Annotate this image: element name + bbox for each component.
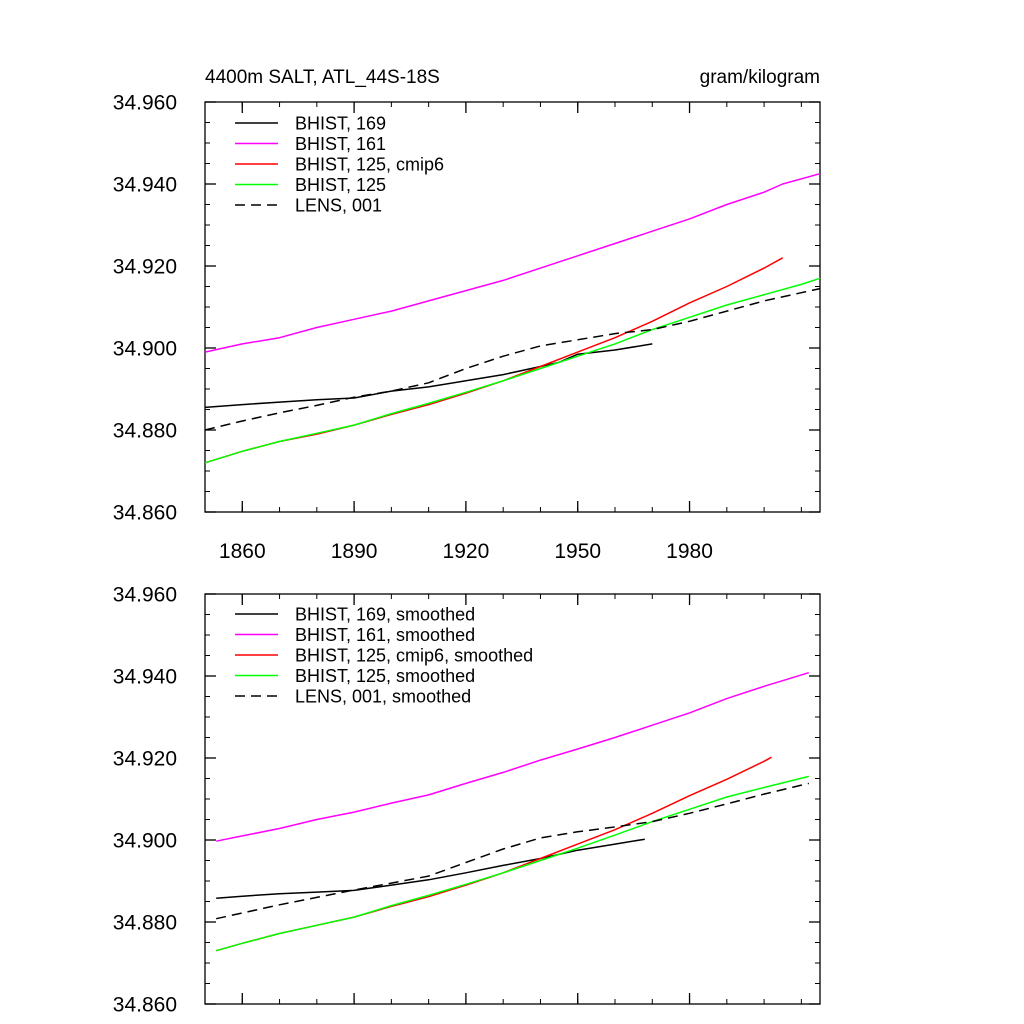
legend-label: BHIST, 125, cmip6, smoothed <box>295 646 533 666</box>
y-tick-label: 34.880 <box>113 912 177 935</box>
x-tick-label: 1860 <box>219 540 266 563</box>
y-tick-label: 34.900 <box>113 830 177 853</box>
series-line <box>204 343 653 409</box>
series-line <box>204 257 784 464</box>
series-line <box>215 775 809 952</box>
series-line <box>204 172 821 353</box>
series-line <box>216 782 809 920</box>
series-line <box>215 756 772 952</box>
legend-label: BHIST, 125 <box>295 175 386 195</box>
y-tick-label: 34.860 <box>113 994 177 1017</box>
legend-label: BHIST, 125, smoothed <box>295 666 475 686</box>
chart-units: gram/kilogram <box>700 67 820 88</box>
x-tick-label: 1890 <box>331 540 378 563</box>
chart-title: 4400m SALT, ATL_44S-18S <box>205 67 440 88</box>
legend-label: BHIST, 169 <box>295 114 386 134</box>
y-tick-label: 34.880 <box>113 420 177 443</box>
y-tick-label: 34.860 <box>113 502 177 525</box>
legend-label: BHIST, 161 <box>295 134 386 154</box>
series-line <box>204 277 821 464</box>
y-tick-label: 34.960 <box>113 584 177 607</box>
y-tick-label: 34.960 <box>113 92 177 115</box>
series-line <box>216 838 645 899</box>
x-tick-label: 1980 <box>666 540 713 563</box>
legend-label: BHIST, 125, cmip6 <box>295 155 444 175</box>
legend-label: BHIST, 169, smoothed <box>295 605 475 625</box>
x-tick-label: 1950 <box>554 540 601 563</box>
y-tick-label: 34.920 <box>113 748 177 771</box>
legend-label: LENS, 001 <box>295 196 382 216</box>
panel-top: 34.860 34.880 34.900 34.920 34.940 34.960 1860… <box>113 67 821 563</box>
x-tick-label: 1920 <box>443 540 490 563</box>
y-tick-label: 34.940 <box>113 174 177 197</box>
series-line <box>204 287 821 431</box>
series-line <box>216 671 810 842</box>
panel-bottom: 34.860 34.880 34.900 34.920 34.940 34.960 BHIS… <box>113 584 821 1017</box>
legend-label: LENS, 001, smoothed <box>295 687 471 707</box>
y-tick-label: 34.900 <box>113 338 177 361</box>
y-tick-label: 34.920 <box>113 256 177 279</box>
y-tick-label: 34.940 <box>113 666 177 689</box>
legend-label: BHIST, 161, smoothed <box>295 625 475 645</box>
